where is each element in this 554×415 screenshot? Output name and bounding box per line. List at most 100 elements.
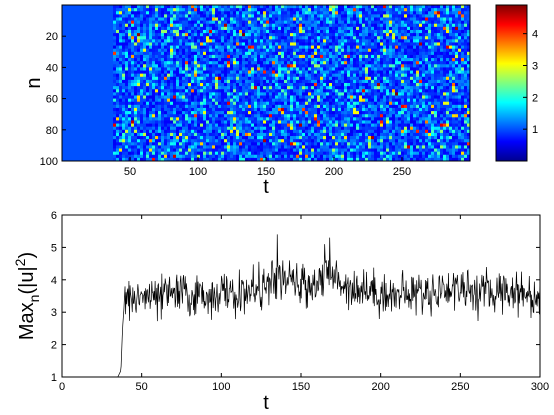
- heatmap-cell: [161, 126, 165, 131]
- heatmap-cell: [347, 73, 351, 78]
- heatmap-cell: [338, 120, 342, 124]
- heatmap-cell: [236, 5, 240, 9]
- heatmap-cell: [215, 11, 219, 15]
- heatmap-cell: [239, 29, 243, 34]
- heatmap-cell: [227, 126, 231, 131]
- heatmap-cell: [389, 117, 393, 121]
- heatmap-cell: [287, 145, 291, 149]
- heatmap-cell: [305, 33, 309, 37]
- heatmap-cell: [215, 95, 219, 99]
- heatmap-cell: [158, 5, 162, 9]
- heatmap-cell: [377, 98, 381, 103]
- heatmap-cell: [227, 139, 231, 143]
- heatmap-cell: [317, 51, 321, 56]
- heatmap-cell: [389, 89, 393, 93]
- heatmap-cell: [122, 101, 126, 106]
- heatmap-cell: [320, 33, 324, 37]
- heatmap-cell: [134, 45, 138, 50]
- heatmap-cell: [275, 23, 279, 28]
- heatmap-cell: [338, 11, 342, 15]
- heatmap-cell: [131, 79, 135, 84]
- heatmap-cell: [146, 157, 150, 162]
- heatmap-cell: [341, 104, 345, 109]
- heatmap-cell: [308, 92, 312, 96]
- heatmap-cell: [263, 95, 267, 99]
- heatmap-cell: [350, 67, 354, 71]
- heatmap-cell: [386, 95, 390, 99]
- heatmap-cell: [170, 8, 174, 12]
- heatmap-cell: [407, 148, 411, 153]
- heatmap-cell: [200, 54, 204, 59]
- heatmap-cell: [254, 42, 258, 46]
- heatmap-cell: [380, 45, 384, 50]
- heatmap-cell: [293, 73, 297, 78]
- heatmap-cell: [299, 45, 303, 50]
- heatmap-cell: [326, 101, 330, 106]
- heatmap-cell: [266, 76, 270, 81]
- heatmap-cell: [140, 51, 144, 56]
- heatmap-cell: [137, 117, 141, 121]
- heatmap-cell: [359, 132, 363, 137]
- heatmap-cell: [176, 132, 180, 137]
- heatmap-cell: [128, 95, 132, 99]
- heatmap-cell: [158, 14, 162, 18]
- heatmap-cell: [401, 45, 405, 50]
- heatmap-cell: [197, 86, 201, 90]
- heatmap-cell: [236, 139, 240, 143]
- heatmap-cell: [131, 64, 135, 68]
- heatmap-cell: [170, 151, 174, 156]
- heatmap-cell: [251, 51, 255, 56]
- heatmap-cell: [140, 145, 144, 149]
- heatmap-cell: [365, 48, 369, 53]
- heatmap-cell: [275, 92, 279, 96]
- heatmap-cell: [197, 111, 201, 115]
- heatmap-cell: [122, 73, 126, 78]
- heatmap-cell: [269, 120, 273, 124]
- heatmap-cell: [158, 23, 162, 28]
- heatmap-cell: [410, 23, 414, 28]
- heatmap-cell: [353, 29, 357, 34]
- heatmap-cell: [407, 42, 411, 46]
- heatmap-cell: [392, 11, 396, 15]
- heatmap-cell: [170, 54, 174, 59]
- heatmap-cell: [227, 132, 231, 137]
- heatmap-cell: [374, 107, 378, 112]
- heatmap-cell: [119, 123, 123, 128]
- heatmap-cell: [332, 54, 336, 59]
- heatmap-cell: [164, 39, 168, 43]
- heatmap-cell: [278, 111, 282, 115]
- heatmap-cell: [242, 129, 246, 134]
- heatmap-cell: [227, 36, 231, 40]
- heatmap-cell: [149, 58, 153, 62]
- heatmap-cell: [173, 117, 177, 121]
- heatmap-cell: [260, 154, 264, 159]
- heatmap-cell: [230, 95, 234, 99]
- heatmap-cell: [347, 42, 351, 46]
- heatmap-cell: [347, 76, 351, 81]
- heatmap-cell: [140, 61, 144, 65]
- heatmap-cell: [200, 89, 204, 93]
- heatmap-cell: [329, 79, 333, 84]
- heatmap-cell: [293, 95, 297, 99]
- heatmap-cell: [380, 89, 384, 93]
- heatmap-cell: [227, 111, 231, 115]
- heatmap-cell: [311, 5, 315, 9]
- heatmap-cell: [203, 5, 207, 9]
- heatmap-cell: [332, 145, 336, 149]
- heatmap-cell: [341, 26, 345, 31]
- heatmap-cell: [257, 111, 261, 115]
- heatmap-cell: [326, 86, 330, 90]
- heatmap-cell: [371, 64, 375, 68]
- heatmap-cell: [209, 139, 213, 143]
- heatmap-cell: [170, 107, 174, 112]
- heatmap-cell: [260, 58, 264, 62]
- heatmap-cell: [116, 101, 120, 106]
- heatmap-cell: [386, 117, 390, 121]
- heatmap-cell: [290, 86, 294, 90]
- heatmap-cell: [149, 123, 153, 128]
- heatmap-cell: [227, 117, 231, 121]
- heatmap-cell: [155, 136, 159, 140]
- heatmap-cell: [164, 20, 168, 25]
- heatmap-cell: [290, 5, 294, 9]
- heatmap-cell: [206, 111, 210, 115]
